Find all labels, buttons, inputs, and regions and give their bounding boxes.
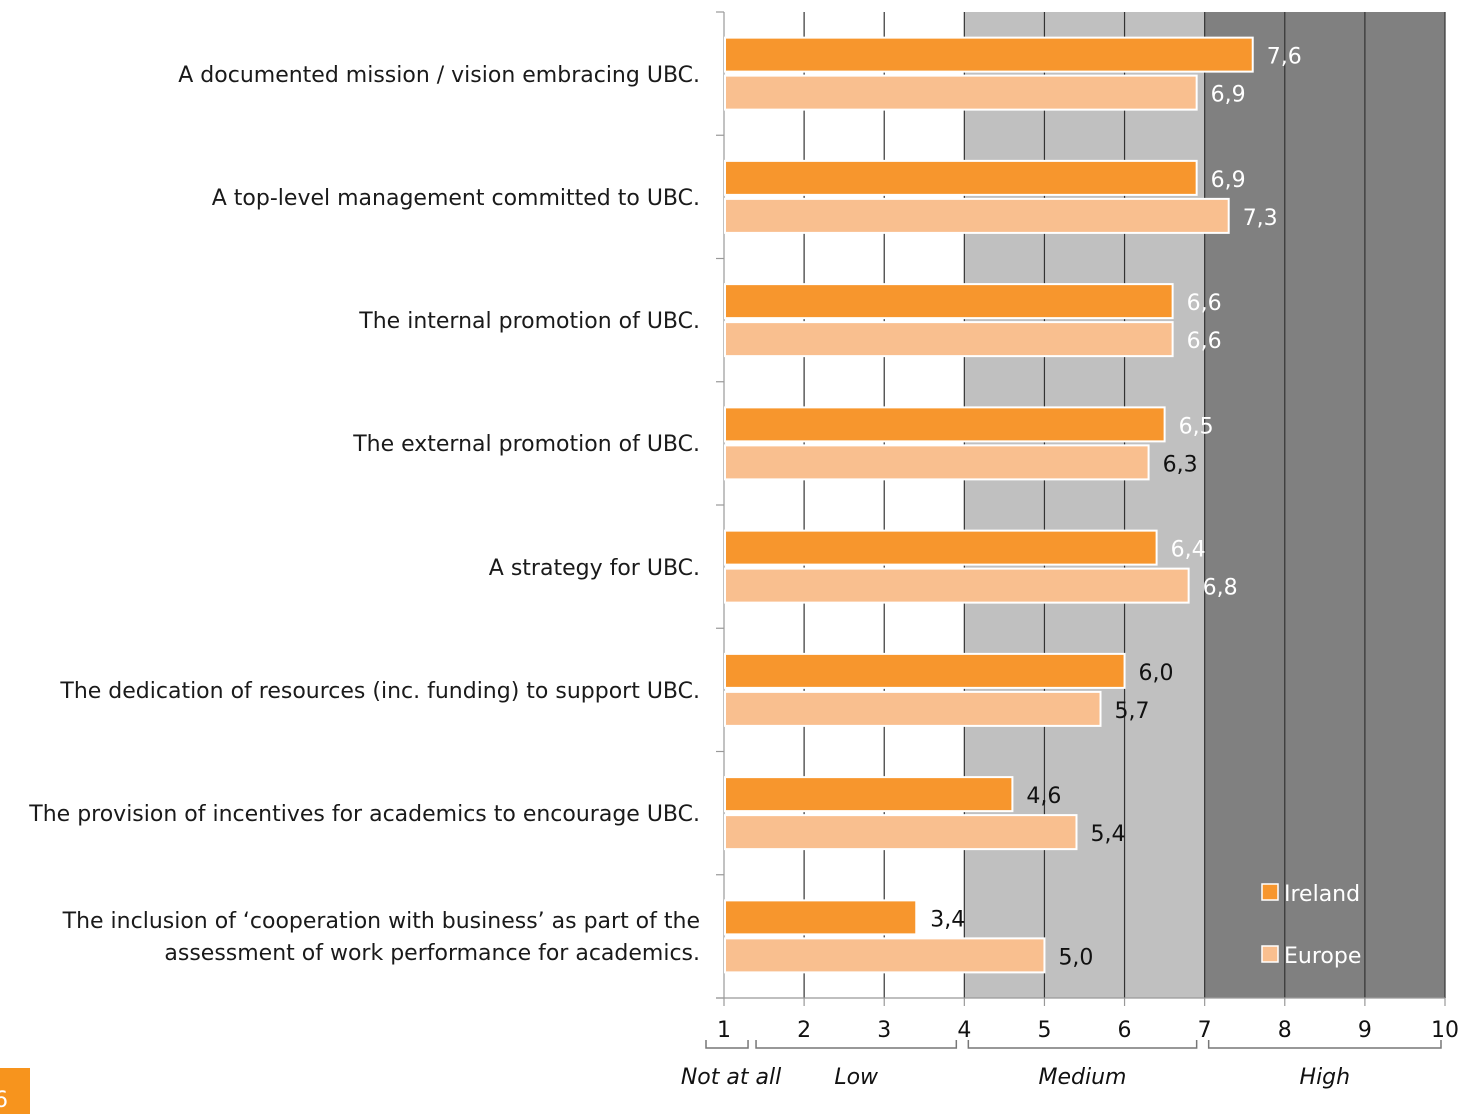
range-label-low: Low — [834, 1065, 879, 1090]
category-label-5: The dedication of resources (inc. fundin… — [60, 678, 700, 704]
range-label-not-at-all: Not at all — [681, 1065, 781, 1090]
data-label-europe-5: 5,7 — [1115, 699, 1150, 724]
bar-ireland-0 — [724, 36, 1254, 73]
data-label-europe-6: 5,4 — [1090, 822, 1125, 847]
bar-europe-3 — [724, 444, 1150, 481]
bar-europe-6 — [724, 814, 1078, 851]
legend-label-ireland: Ireland — [1284, 882, 1360, 907]
legend-swatch-ireland — [1261, 883, 1279, 901]
category-label-0: A documented mission / vision embracing … — [178, 62, 700, 88]
bar-ireland-4 — [724, 529, 1158, 566]
x-tick-label-2: 2 — [797, 1018, 811, 1043]
x-tick-label-4: 4 — [957, 1018, 971, 1043]
range-bracket-2 — [967, 1040, 1198, 1049]
bar-europe-0 — [724, 74, 1198, 111]
x-tick-label-5: 5 — [1037, 1018, 1051, 1043]
range-label-medium: Medium — [1039, 1065, 1127, 1090]
x-tick-label-3: 3 — [877, 1018, 891, 1043]
category-label-1: A top-level management committed to UBC. — [211, 185, 700, 211]
data-label-ireland-7: 3,4 — [930, 907, 965, 932]
x-tick-label-8: 8 — [1278, 1018, 1292, 1043]
bar-ireland-1 — [724, 159, 1198, 196]
data-label-europe-0: 6,9 — [1211, 83, 1246, 108]
range-label-high: High — [1300, 1065, 1351, 1090]
page-number-badge: 6 — [0, 1068, 30, 1114]
category-label-4: A strategy for UBC. — [488, 555, 700, 581]
legend-swatch-europe — [1261, 945, 1279, 963]
bar-ireland-3 — [724, 406, 1166, 443]
x-tick-label-9: 9 — [1358, 1018, 1372, 1043]
bar-europe-7 — [724, 937, 1046, 974]
data-label-ireland-6: 4,6 — [1026, 784, 1061, 809]
category-label-2: The internal promotion of UBC. — [359, 309, 700, 335]
bar-europe-2 — [724, 321, 1174, 358]
x-tick-label-10: 10 — [1431, 1018, 1459, 1043]
x-tick-label-1: 1 — [717, 1018, 731, 1043]
category-label-6: The provision of incentives for academic… — [29, 802, 700, 828]
range-bracket-1 — [755, 1040, 958, 1049]
bar-europe-5 — [724, 690, 1102, 727]
bar-europe-1 — [724, 197, 1230, 234]
data-label-ireland-3: 6,5 — [1179, 414, 1214, 439]
data-label-ireland-4: 6,4 — [1171, 538, 1206, 563]
x-tick-label-6: 6 — [1118, 1018, 1132, 1043]
data-label-europe-2: 6,6 — [1187, 329, 1222, 354]
bar-ireland-2 — [724, 283, 1174, 320]
band-2 — [1204, 12, 1445, 998]
data-label-europe-1: 7,3 — [1243, 206, 1278, 231]
category-label-7: The inclusion of ‘cooperation with busin… — [62, 909, 700, 967]
data-label-ireland-1: 6,9 — [1211, 168, 1246, 193]
data-label-ireland-2: 6,6 — [1187, 291, 1222, 316]
category-label-3: The external promotion of UBC. — [353, 432, 700, 458]
bar-ireland-7 — [724, 899, 918, 936]
bar-europe-4 — [724, 567, 1190, 604]
data-label-europe-7: 5,0 — [1058, 945, 1093, 970]
data-label-europe-4: 6,8 — [1203, 576, 1238, 601]
range-bracket-3 — [1207, 1040, 1442, 1049]
legend-label-europe: Europe — [1284, 944, 1361, 969]
data-label-ireland-5: 6,0 — [1139, 661, 1174, 686]
data-label-ireland-0: 7,6 — [1267, 45, 1302, 70]
data-label-europe-3: 6,3 — [1163, 452, 1198, 477]
bar-ireland-5 — [724, 652, 1126, 689]
range-bracket-0 — [705, 1040, 749, 1049]
x-tick-label-7: 7 — [1198, 1018, 1212, 1043]
bar-ireland-6 — [724, 776, 1014, 813]
